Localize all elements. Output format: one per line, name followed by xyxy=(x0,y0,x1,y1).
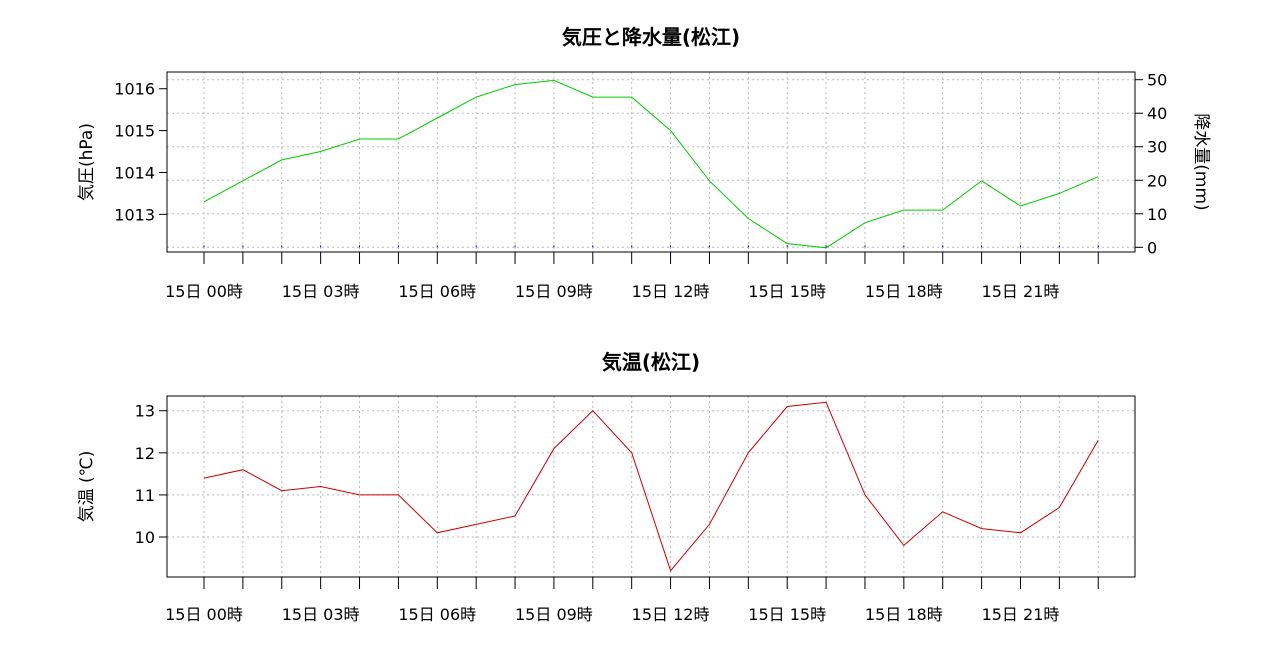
y-tick-label: 1015 xyxy=(114,122,155,141)
pressure-line xyxy=(203,79,1099,249)
x-tick-label: 15日 09時 xyxy=(515,282,593,301)
precip-bar xyxy=(825,245,827,248)
x-tick-label: 15日 18時 xyxy=(865,605,943,624)
precip-bar xyxy=(359,245,361,248)
precip-bar xyxy=(1097,245,1099,248)
grid xyxy=(167,396,1135,577)
y2-tick-label: 0 xyxy=(1147,238,1157,257)
chart-title: 気圧と降水量(松江) xyxy=(562,25,740,49)
temperature-line xyxy=(203,401,1099,572)
precip-bar xyxy=(942,245,944,248)
y-tick-label: 1013 xyxy=(114,205,155,224)
x-tick-label: 15日 15時 xyxy=(748,605,826,624)
precip-bar xyxy=(242,245,244,248)
x-tick-label: 15日 00時 xyxy=(165,282,243,301)
precip-bar xyxy=(436,245,438,248)
x-tick-label: 15日 00時 xyxy=(165,605,243,624)
plot-frame xyxy=(166,395,1136,578)
precip-bar xyxy=(631,245,633,248)
y-tick-label: 10 xyxy=(135,528,155,547)
plot-frame xyxy=(166,71,1136,253)
precip-bar xyxy=(514,245,516,248)
x-tick-label: 15日 12時 xyxy=(632,282,710,301)
x-tick-label: 15日 21時 xyxy=(982,605,1060,624)
precip-bar xyxy=(670,245,672,248)
y2-tick-label: 20 xyxy=(1147,171,1167,190)
y2-tick-label: 30 xyxy=(1147,138,1167,157)
y2-tick-label: 40 xyxy=(1147,104,1167,123)
precip-bar xyxy=(708,245,710,248)
x-tick-label: 15日 21時 xyxy=(982,282,1060,301)
temperature-panel: 気温(松江) 15日 00時 15日 03時 15日 06時 15日 09時 15日 12… xyxy=(77,350,1136,624)
grid xyxy=(167,72,1135,252)
y2-axis-label: 降水量(mm) xyxy=(1191,113,1211,210)
precip-bars xyxy=(203,245,1099,248)
y-tick-label: 12 xyxy=(135,444,155,463)
x-tick-label: 15日 06時 xyxy=(398,282,476,301)
x-tick-label: 15日 18時 xyxy=(865,282,943,301)
x-tick-label: 15日 12時 xyxy=(632,605,710,624)
precip-bar xyxy=(903,245,905,248)
precip-bar xyxy=(1058,245,1060,248)
x-tick-label: 15日 03時 xyxy=(282,605,360,624)
precip-bar xyxy=(281,245,283,248)
precip-bar xyxy=(864,245,866,248)
y-tick-label: 1014 xyxy=(114,163,155,182)
y2-tick-label: 10 xyxy=(1147,205,1167,224)
y2-tick-label: 50 xyxy=(1147,71,1167,90)
x-tick-label: 15日 15時 xyxy=(748,282,826,301)
y-tick-label: 11 xyxy=(135,486,155,505)
precip-bar xyxy=(203,245,205,248)
y-axis-label: 気温 (℃) xyxy=(77,451,97,523)
precip-bar xyxy=(475,245,477,248)
x-tick-label: 15日 06時 xyxy=(398,605,476,624)
x-tick-label: 15日 03時 xyxy=(282,282,360,301)
chart-title: 気温(松江) xyxy=(602,350,700,374)
pressure-precip-panel: 気圧と降水量(松江) 15日 00時 15日 03時 15日 06時 15日 09時 15… xyxy=(77,25,1211,301)
precip-bar xyxy=(592,245,594,248)
precip-bar xyxy=(747,245,749,248)
y-tick-label: 1016 xyxy=(114,80,155,99)
precip-bar xyxy=(786,245,788,248)
y-tick-label: 13 xyxy=(135,402,155,421)
precip-bar xyxy=(1019,245,1021,248)
precip-bar xyxy=(320,245,322,248)
y-axis-label: 気圧(hPa) xyxy=(77,123,97,201)
precip-bar xyxy=(397,245,399,248)
precip-bar xyxy=(981,245,983,248)
precip-bar xyxy=(553,245,555,248)
x-tick-label: 15日 09時 xyxy=(515,605,593,624)
